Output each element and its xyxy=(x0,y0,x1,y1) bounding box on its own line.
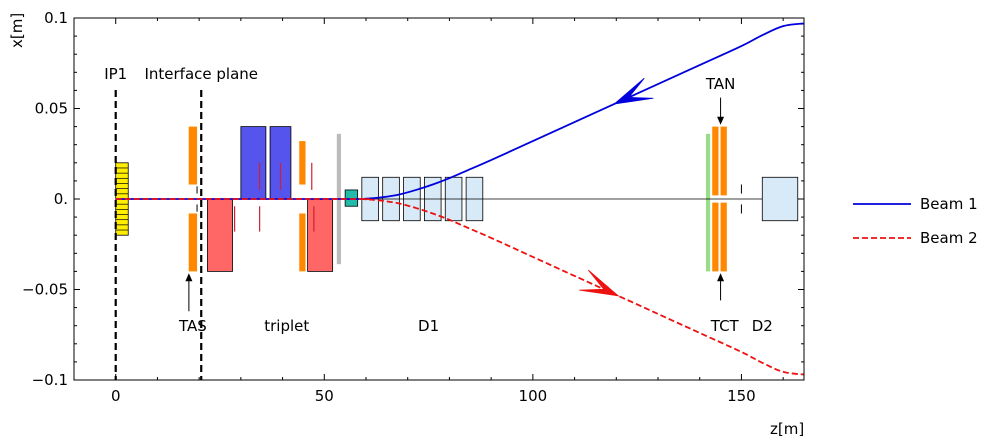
TAS-element xyxy=(188,126,198,185)
element-label: D1 xyxy=(418,317,439,335)
reference-line-label: IP1 xyxy=(104,65,127,83)
beam-direction-arrow xyxy=(612,77,654,105)
D2-element xyxy=(761,176,799,222)
y-tick-label: −0.1 xyxy=(32,371,68,389)
element-label: D2 xyxy=(752,317,773,335)
quadrupole-low-element xyxy=(307,198,334,272)
x-tick-label: 100 xyxy=(519,387,548,405)
element-label: triplet xyxy=(264,317,309,335)
y-tick-label: −0.05 xyxy=(22,281,68,299)
legend: Beam 1 Beam 2 xyxy=(853,195,978,247)
TAN-element xyxy=(720,202,727,272)
legend-label: Beam 2 xyxy=(920,229,978,247)
axes: 0 50 100 150 −0.1 −0.05 0. 0.05 0.1 xyxy=(22,9,804,405)
label-pointer-head xyxy=(185,273,193,282)
TAS-element xyxy=(188,213,198,272)
element-label: TAN xyxy=(705,75,735,93)
TAN-element xyxy=(720,126,727,196)
TAN-element xyxy=(705,133,711,272)
x-tick-label: 150 xyxy=(727,387,756,405)
y-tick-label: 0.1 xyxy=(44,9,68,27)
y-axis-label: x[m] xyxy=(8,13,26,48)
beam-direction-arrow xyxy=(579,269,620,297)
series-line xyxy=(115,22,805,200)
element-label: TCT xyxy=(710,317,740,335)
label-pointer-head xyxy=(717,273,725,282)
y-tick-label: 0. xyxy=(54,190,68,208)
legend-label: Beam 1 xyxy=(920,195,978,213)
quadrupole-high-element xyxy=(240,126,267,200)
series-line xyxy=(115,198,805,376)
quadrupole-low-element xyxy=(207,198,233,272)
y-tick-label: 0.05 xyxy=(35,100,68,118)
x-tick-label: 50 xyxy=(315,387,334,405)
beam-trajectories xyxy=(115,22,805,376)
element-labels: TAS triplet D1 TCT D2 TAN xyxy=(178,75,773,335)
label-pointer-head xyxy=(717,116,725,125)
x-axis-label: z[m] xyxy=(770,420,804,438)
reference-line-label: Interface plane xyxy=(144,65,258,83)
corrector-element xyxy=(299,213,306,272)
TAN-element xyxy=(712,126,719,196)
reference-lines: IP1 Interface plane xyxy=(104,65,258,380)
x-tick-label: 0 xyxy=(111,387,121,405)
corrector-element xyxy=(299,141,306,185)
TAN-element xyxy=(712,202,719,272)
element-label: TAS xyxy=(178,317,207,335)
